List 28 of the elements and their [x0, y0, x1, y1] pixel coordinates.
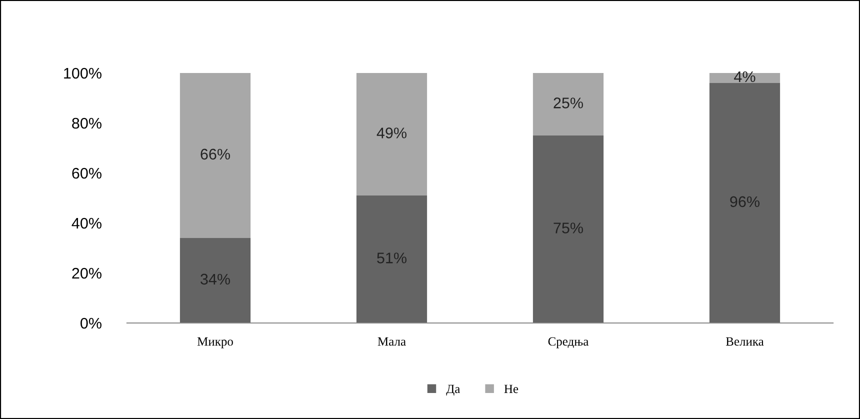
legend-label: Не [504, 384, 518, 394]
x-tick-label: Мала [378, 337, 406, 346]
bar [709, 73, 780, 83]
y-tick-label: 40% [72, 218, 102, 229]
bar [532, 73, 604, 136]
data-label: 25% [554, 98, 583, 108]
bar [709, 83, 780, 323]
data-label: 51% [377, 252, 406, 264]
data-label: 75% [554, 222, 583, 234]
bar [356, 196, 428, 323]
y-tick-label: 100% [64, 68, 102, 79]
data-label: 96% [730, 196, 760, 208]
bar [180, 238, 251, 323]
data-label: 49% [376, 128, 406, 138]
legend-label: Да [446, 384, 460, 396]
y-tick-label: 0% [80, 318, 102, 329]
x-tick-label: Микро [197, 337, 233, 348]
y-tick-label: 60% [72, 168, 102, 179]
bar [180, 73, 251, 238]
y-tick-label: 80% [72, 118, 102, 129]
data-label: 34% [200, 274, 230, 285]
data-label: 4% [734, 71, 756, 82]
x-tick-label: Средња [548, 337, 589, 348]
bar [532, 136, 604, 323]
bar [356, 73, 428, 196]
data-label: 66% [200, 148, 230, 160]
x-tick-label: Велика [726, 337, 764, 346]
y-tick-label: 20% [72, 268, 102, 279]
